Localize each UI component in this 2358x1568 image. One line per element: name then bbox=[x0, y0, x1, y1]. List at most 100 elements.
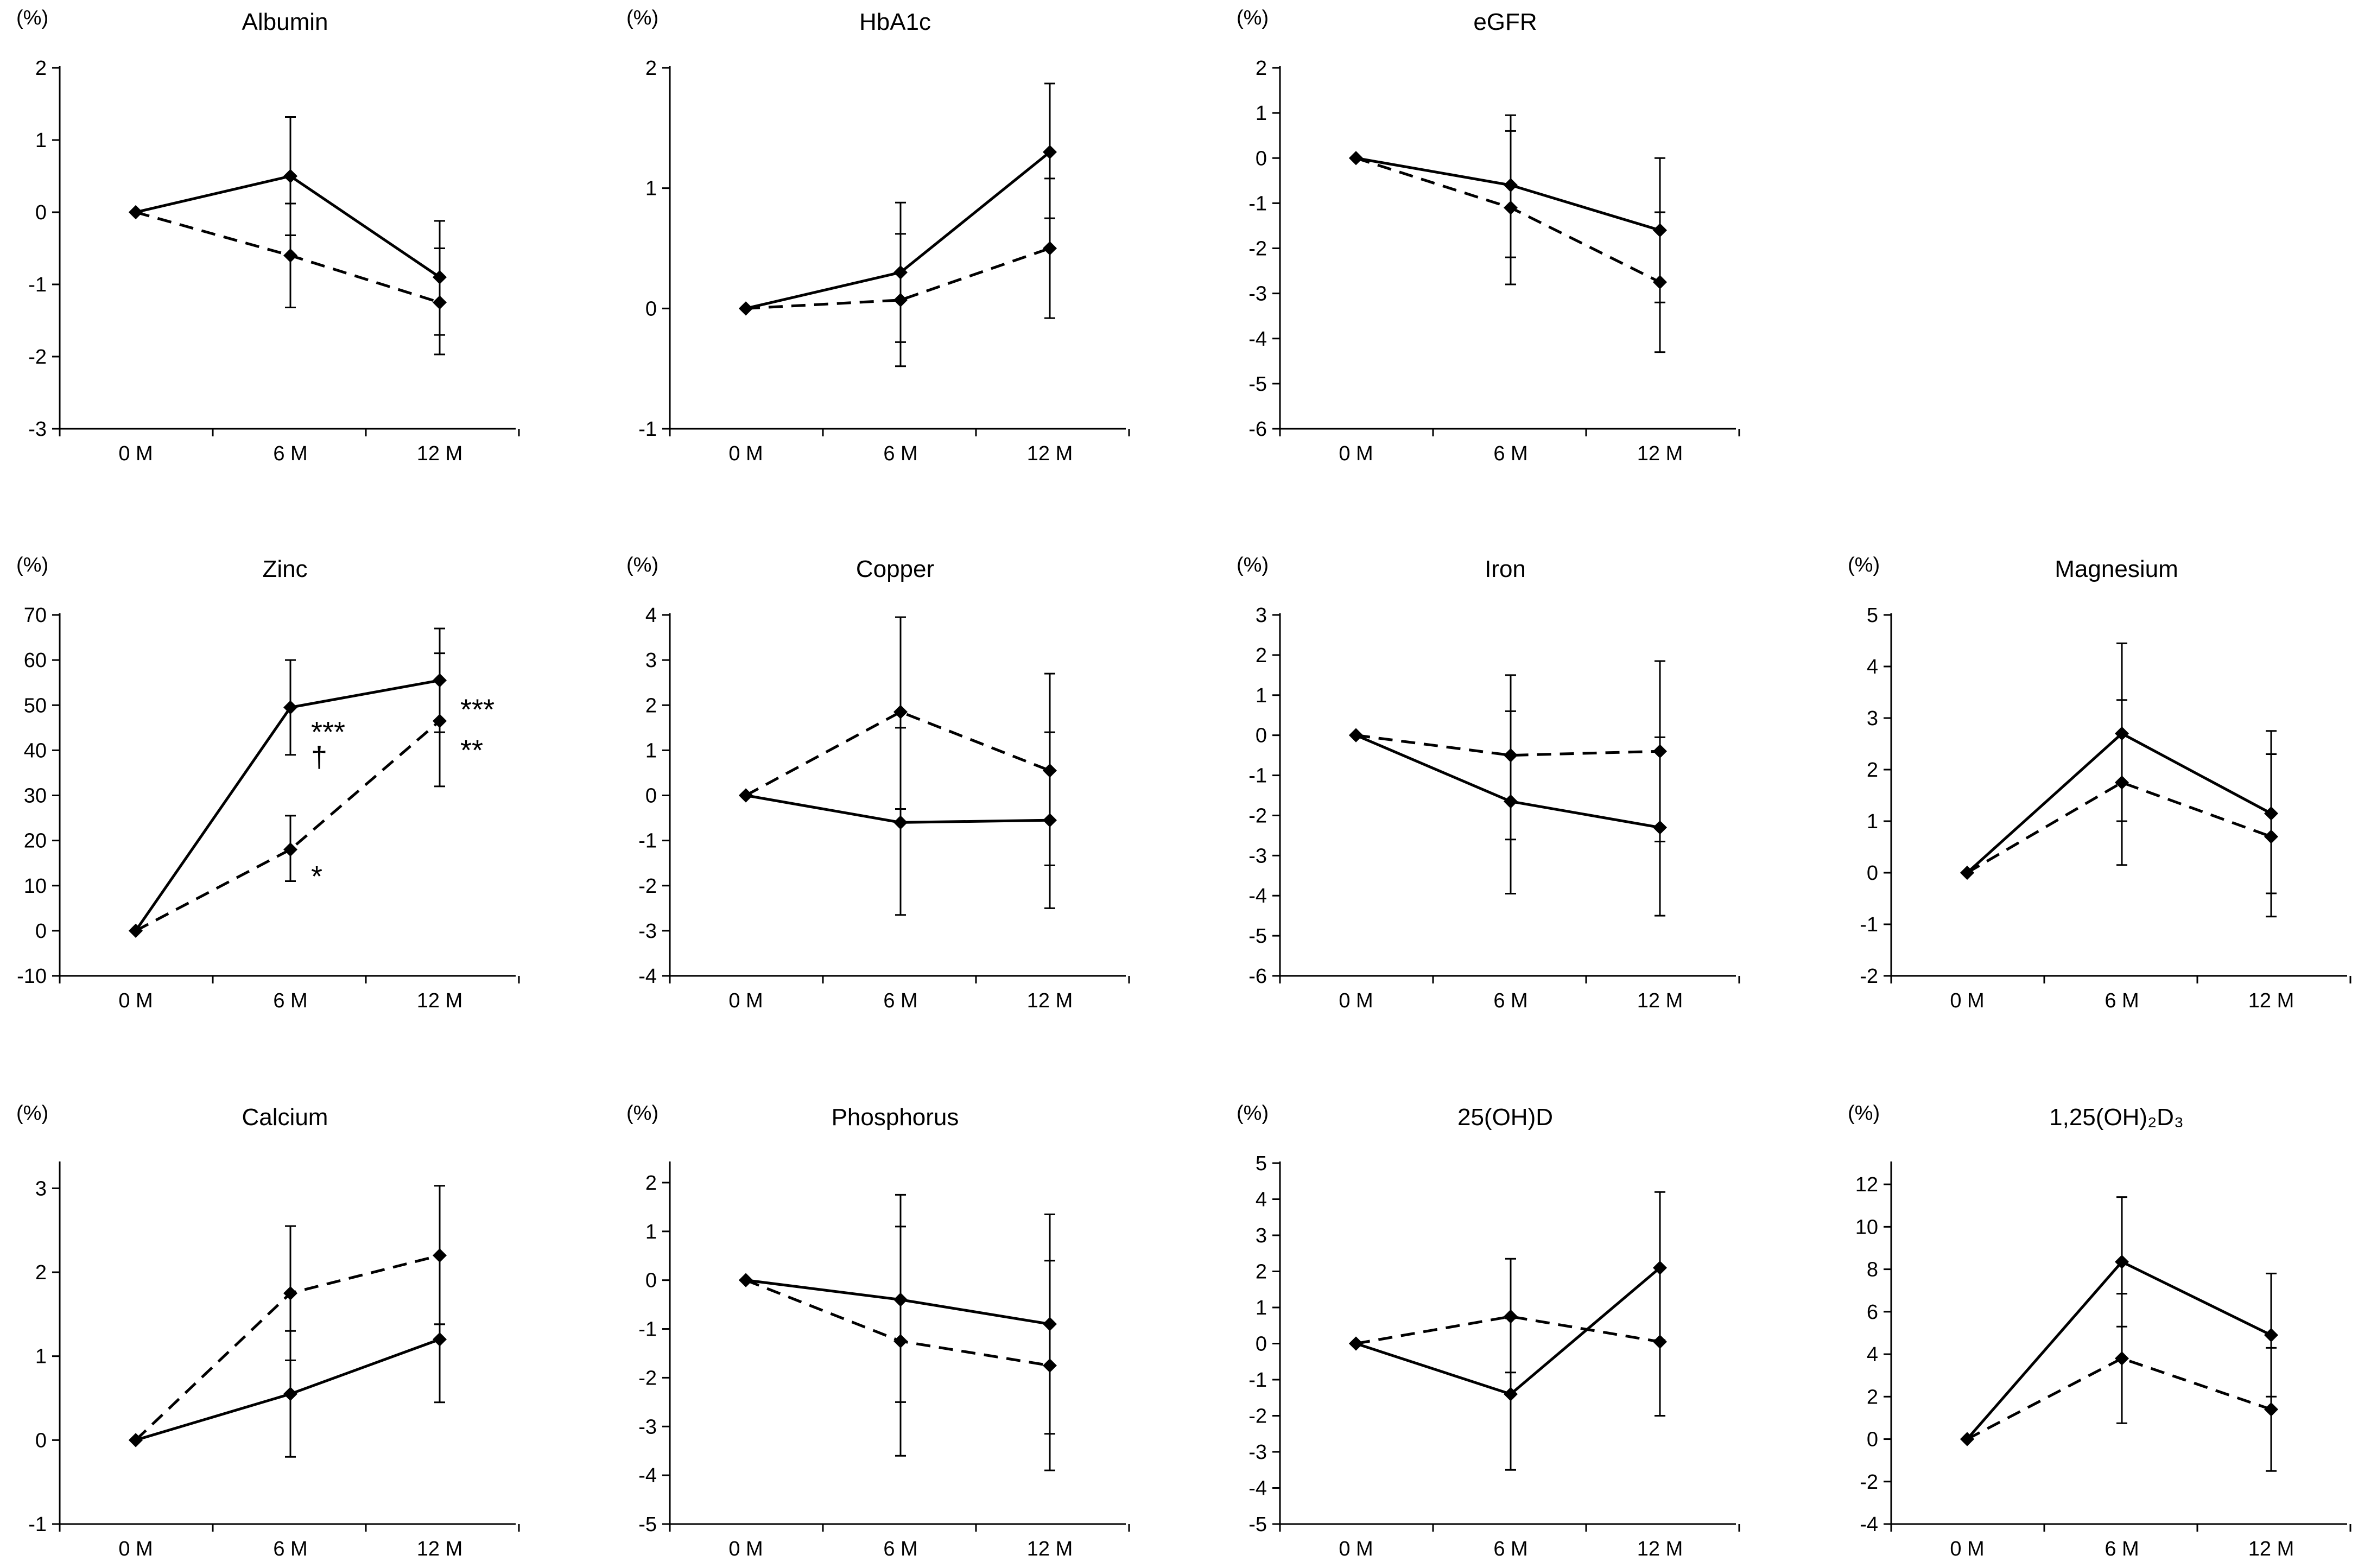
y-tick-label: 1 bbox=[645, 739, 657, 762]
y-tick-label: -5 bbox=[1248, 373, 1267, 396]
y-tick-label: 0 bbox=[1867, 1429, 1878, 1451]
y-tick-label: -3 bbox=[638, 920, 657, 943]
series-line-solid bbox=[1355, 734, 1660, 829]
x-tick-label: 12 M bbox=[1637, 989, 1683, 1012]
series-dashed bbox=[739, 1226, 1057, 1471]
series-dashed bbox=[1349, 1258, 1667, 1417]
significance-marker: *** bbox=[311, 716, 345, 748]
y-tick-label: 12 bbox=[1855, 1173, 1878, 1196]
x-tick-label: 0 M bbox=[728, 442, 763, 465]
data-point bbox=[893, 704, 908, 719]
y-tick-label: -6 bbox=[1248, 965, 1267, 988]
series-line-solid bbox=[1355, 156, 1660, 232]
chart-phosphorus: (%) Phosphorus -5 -4 -3 -2 -1 0 1 2 0 M 6 M 12 M bbox=[626, 1102, 1130, 1560]
data-point bbox=[1504, 748, 1518, 763]
y-tick-label: -2 bbox=[1860, 965, 1878, 988]
series-solid bbox=[129, 116, 447, 336]
chart-iron: (%) Iron -6 -5 -4 -3 -2 -1 0 1 2 3 0 M 6 M 12 M bbox=[1237, 554, 1740, 1012]
y-unit-label: (%) bbox=[1848, 554, 1880, 576]
chart-title: Albumin bbox=[242, 9, 328, 35]
x-tick-label: 12 M bbox=[417, 442, 462, 465]
y-tick-label: -5 bbox=[1248, 925, 1267, 948]
y-tick-label: -1 bbox=[638, 830, 657, 853]
series-line-solid bbox=[1355, 1266, 1661, 1396]
chart-title: eGFR bbox=[1473, 9, 1537, 35]
y-tick-label: 0 bbox=[1867, 862, 1878, 885]
chart-title: Zinc bbox=[262, 556, 307, 582]
y-tick-label: -2 bbox=[1860, 1471, 1878, 1494]
series-dashed bbox=[739, 177, 1057, 367]
y-tick-label: 10 bbox=[24, 875, 47, 898]
data-point bbox=[1043, 1358, 1057, 1373]
x-tick-label: 0 M bbox=[118, 442, 153, 465]
y-tick-label: 2 bbox=[1256, 1261, 1267, 1284]
y-tick-label: 60 bbox=[24, 649, 47, 672]
x-tick-label: 6 M bbox=[273, 989, 307, 1012]
significance-marker: † bbox=[311, 741, 327, 773]
y-tick-label: 3 bbox=[1256, 1224, 1267, 1247]
x-tick-label: 12 M bbox=[1027, 1538, 1073, 1560]
series-solid bbox=[1349, 710, 1667, 917]
chart-25-oh-d: (%) 25(OH)D -5 -4 -3 -2 -1 0 1 2 3 4 5 0 M 6 M 12 M bbox=[1237, 1102, 1740, 1560]
y-tick-label: 70 bbox=[24, 604, 47, 627]
y-tick-label: 6 bbox=[1867, 1301, 1878, 1324]
y-tick-label: 2 bbox=[1256, 57, 1267, 80]
y-tick-label: 2 bbox=[1256, 644, 1267, 667]
y-tick-label: 1 bbox=[1256, 1297, 1267, 1319]
data-point bbox=[433, 714, 447, 728]
series-dashed bbox=[1349, 660, 1667, 842]
chart-1-25-oh-d: (%) 1,25(OH)₂D₃ -4 -2 0 2 4 6 8 10 12 0 M 6 M 12 M bbox=[1848, 1102, 2351, 1560]
series-dashed bbox=[129, 202, 447, 356]
chart-egfr: (%) eGFR -6 -5 -4 -3 -2 -1 0 1 2 0 M 6 M 12 M bbox=[1237, 7, 1740, 465]
x-tick-label: 0 M bbox=[728, 1538, 763, 1560]
series-dashed bbox=[1960, 699, 2278, 918]
y-tick-label: 1 bbox=[645, 177, 657, 200]
y-tick-label: -5 bbox=[638, 1513, 657, 1536]
y-unit-label: (%) bbox=[1237, 554, 1269, 576]
x-tick-label: 6 M bbox=[2105, 989, 2139, 1012]
y-tick-label: -6 bbox=[1248, 418, 1267, 441]
y-tick-label: -1 bbox=[638, 418, 657, 441]
y-tick-label: -2 bbox=[1248, 238, 1267, 261]
x-tick-label: 6 M bbox=[1493, 1538, 1527, 1560]
series-solid bbox=[129, 627, 447, 938]
y-tick-label: -4 bbox=[638, 965, 657, 988]
series-line-dashed bbox=[1966, 1357, 2272, 1440]
y-tick-label: 20 bbox=[24, 830, 47, 853]
chart-copper: (%) Copper -4 -3 -2 -1 0 1 2 3 4 0 M 6 M 12 M bbox=[626, 554, 1130, 1012]
y-unit-label: (%) bbox=[626, 554, 658, 576]
series-solid bbox=[739, 727, 1057, 916]
data-point bbox=[1043, 241, 1057, 256]
y-tick-label: 3 bbox=[1256, 604, 1267, 627]
y-unit-label: (%) bbox=[16, 554, 48, 576]
x-tick-label: 0 M bbox=[118, 989, 153, 1012]
y-tick-label: -3 bbox=[28, 418, 47, 441]
y-tick-label: 1 bbox=[1867, 810, 1878, 833]
y-tick-label: -3 bbox=[1248, 283, 1267, 306]
data-point bbox=[2264, 1402, 2278, 1417]
y-tick-label: -4 bbox=[1248, 885, 1267, 907]
x-tick-label: 6 M bbox=[2105, 1538, 2139, 1560]
x-tick-label: 0 M bbox=[1339, 442, 1373, 465]
y-tick-label: -10 bbox=[17, 965, 47, 988]
series-line-dashed bbox=[745, 1279, 1050, 1367]
data-point bbox=[2264, 829, 2278, 844]
y-tick-label: -4 bbox=[1248, 328, 1267, 351]
y-tick-label: 1 bbox=[1256, 102, 1267, 125]
significance-marker: ** bbox=[460, 734, 483, 766]
y-unit-label: (%) bbox=[626, 1102, 658, 1125]
significance-marker: *** bbox=[460, 694, 495, 726]
data-point bbox=[283, 1387, 297, 1401]
series-line-dashed bbox=[745, 710, 1050, 797]
series-line-dashed bbox=[745, 247, 1050, 310]
y-unit-label: (%) bbox=[1237, 7, 1269, 29]
y-tick-label: 5 bbox=[1867, 604, 1878, 627]
data-point bbox=[283, 248, 297, 263]
y-tick-label: 10 bbox=[1855, 1216, 1878, 1239]
data-point bbox=[283, 700, 297, 715]
data-point bbox=[283, 1286, 297, 1300]
y-tick-label: 2 bbox=[1867, 759, 1878, 782]
x-tick-label: 12 M bbox=[417, 989, 462, 1012]
y-tick-label: 5 bbox=[1256, 1152, 1267, 1175]
chart-title: Iron bbox=[1485, 556, 1526, 582]
